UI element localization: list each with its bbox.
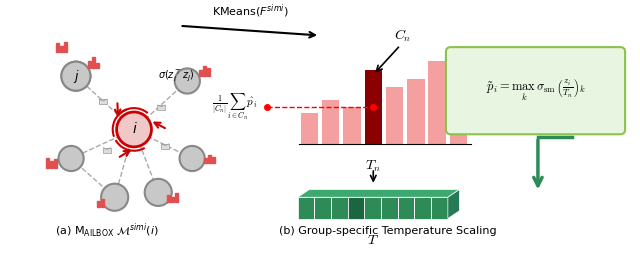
Circle shape xyxy=(101,184,128,211)
Bar xyxy=(207,68,210,76)
Bar xyxy=(97,201,100,207)
Bar xyxy=(64,42,67,52)
Text: (a) M$_{\rm AILBOX}$ $\mathcal{M}^{simi}(i)$: (a) M$_{\rm AILBOX}$ $\mathcal{M}^{simi}… xyxy=(55,222,159,240)
Bar xyxy=(322,100,339,144)
Text: $C_n$: $C_n$ xyxy=(394,27,411,44)
Text: i: i xyxy=(132,122,136,136)
Bar xyxy=(212,157,215,163)
Text: (b) Group-specific Temperature Scaling: (b) Group-specific Temperature Scaling xyxy=(279,226,497,236)
Bar xyxy=(51,161,53,168)
Circle shape xyxy=(61,62,90,91)
Polygon shape xyxy=(298,189,460,197)
Circle shape xyxy=(175,68,200,94)
Bar xyxy=(96,63,99,68)
Bar xyxy=(60,46,63,52)
Bar xyxy=(175,193,178,202)
Text: $T_n$: $T_n$ xyxy=(365,159,381,174)
Polygon shape xyxy=(448,189,460,219)
FancyBboxPatch shape xyxy=(161,144,169,149)
Bar xyxy=(204,159,207,163)
Bar xyxy=(450,67,467,144)
Bar xyxy=(204,66,206,76)
Circle shape xyxy=(116,112,152,147)
Text: $\frac{1}{|C_n|} \sum_{i \in C_n} \hat{p}_i$: $\frac{1}{|C_n|} \sum_{i \in C_n} \hat{p… xyxy=(212,92,257,122)
Bar xyxy=(92,57,95,68)
Bar xyxy=(88,61,91,68)
Bar xyxy=(343,107,361,144)
Bar xyxy=(386,87,403,144)
Bar xyxy=(407,78,424,144)
FancyBboxPatch shape xyxy=(446,47,625,134)
Text: $\sigma(z_i^\top z_j)$: $\sigma(z_i^\top z_j)$ xyxy=(158,68,195,84)
Bar xyxy=(348,197,364,219)
Bar xyxy=(46,159,49,168)
Bar xyxy=(208,155,211,163)
Circle shape xyxy=(58,146,84,171)
Text: $\tilde{p}_i = \max_k \, \sigma_{\mathrm{sm}} \left(\frac{z_i}{T_n}\right)_k$: $\tilde{p}_i = \max_k \, \sigma_{\mathrm… xyxy=(486,78,586,103)
Circle shape xyxy=(61,62,90,91)
Bar xyxy=(429,61,446,144)
Bar xyxy=(54,159,57,168)
FancyBboxPatch shape xyxy=(99,99,107,104)
Bar xyxy=(100,199,104,207)
Bar xyxy=(172,197,174,202)
Text: KMeans$(F^{simi})$: KMeans$(F^{simi})$ xyxy=(212,2,289,20)
Text: j: j xyxy=(74,70,77,83)
FancyBboxPatch shape xyxy=(103,148,111,153)
Bar xyxy=(168,195,170,202)
Bar xyxy=(301,114,318,144)
Circle shape xyxy=(145,179,172,206)
Bar xyxy=(365,70,382,144)
Text: $T$: $T$ xyxy=(367,233,379,247)
Bar xyxy=(298,197,448,219)
Bar xyxy=(200,70,202,76)
Circle shape xyxy=(180,146,205,171)
FancyBboxPatch shape xyxy=(157,105,165,110)
Bar xyxy=(56,43,59,52)
